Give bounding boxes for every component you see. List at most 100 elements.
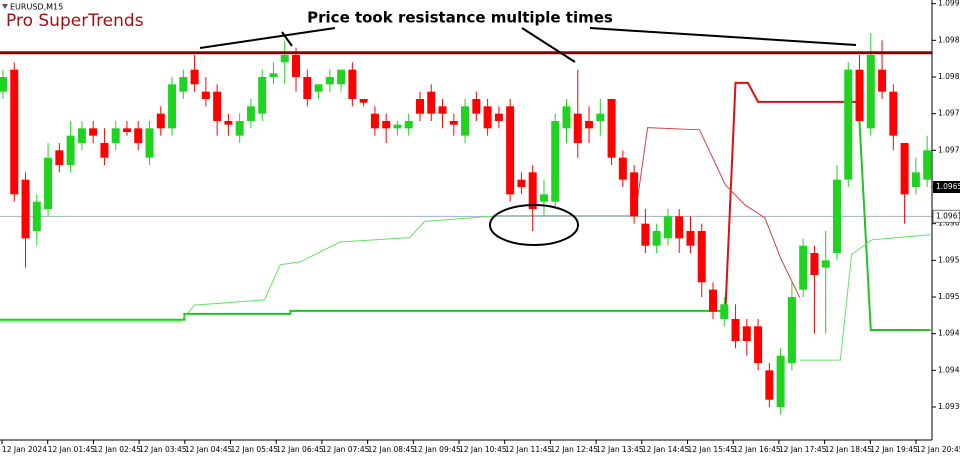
x-tick-label: 12 Jan 15:45 (688, 445, 736, 454)
symbol-icon (2, 4, 8, 9)
x-tick-label: 12 Jan 08:45 (368, 445, 416, 454)
current-price-box (933, 181, 960, 193)
candle-body (415, 99, 424, 114)
candle-body (539, 194, 548, 202)
symbol-header: EURUSD,M15 (10, 3, 63, 12)
x-tick-label: 12 Jan 05:45 (231, 445, 279, 454)
x-tick-label: 12 Jan 19:45 (870, 445, 918, 454)
candle-body (618, 157, 627, 180)
x-tick-label: 12 Jan 16:45 (733, 445, 781, 454)
candle-body (404, 121, 413, 129)
y-tick-label: 1.0960 (938, 219, 960, 228)
x-tick-label: 12 Jan 20:45 (916, 445, 960, 454)
candle-body (900, 143, 909, 195)
candle-body (675, 216, 684, 239)
supertrend-line (799, 234, 931, 361)
candle-body (359, 99, 368, 103)
candle-body (235, 121, 244, 136)
candle-body (844, 69, 853, 180)
candle-body (709, 289, 718, 312)
candle-body (89, 128, 98, 136)
candle-body (911, 172, 920, 187)
candle-body (720, 304, 729, 319)
candle-body (258, 77, 267, 114)
candle-body (325, 77, 334, 85)
candle-body (269, 73, 278, 77)
plot-area (0, 33, 932, 415)
candle-body (168, 84, 177, 129)
supertrend-line (0, 309, 726, 321)
candle-body (292, 55, 301, 77)
candle-body (866, 55, 875, 129)
candle-body (776, 355, 785, 407)
candle-body (370, 113, 379, 129)
candle-body (55, 150, 64, 165)
candle-body (528, 172, 537, 209)
x-tick-label: 12 Jan 12:45 (550, 445, 598, 454)
candle-body (393, 124, 402, 129)
candle-body (787, 297, 796, 363)
candle-body (156, 113, 165, 129)
candle-body (280, 55, 289, 63)
candle-body (810, 253, 819, 275)
candle-body (923, 150, 932, 180)
candle-body (663, 216, 672, 239)
candle-body (461, 106, 470, 136)
candle-body (573, 113, 582, 143)
candle-body (427, 91, 436, 114)
candle-body (145, 128, 154, 158)
candle-body (224, 121, 233, 125)
x-tick-label: 12 Jan 14:45 (642, 445, 690, 454)
candle-body (44, 157, 53, 209)
candle-body (201, 91, 210, 99)
supertrend-line (857, 101, 931, 331)
level-price-label: 1.0961 (936, 211, 960, 220)
candle-body (438, 106, 447, 114)
candle-body (449, 121, 458, 125)
candle-body (10, 69, 19, 195)
annotation: Price took resistance multiple times (307, 9, 613, 27)
x-tick-label: 12 Jan 04:45 (185, 445, 233, 454)
candle-body (472, 99, 481, 114)
candle-body (483, 106, 492, 129)
candle-body (348, 69, 357, 99)
candle-body (134, 128, 143, 143)
current-price-label: 1.0965 (936, 182, 960, 191)
y-tick-label: 1.0975 (938, 109, 960, 118)
y-tick-label: 1.0955 (938, 255, 960, 264)
x-tick-label: 12 Jan 06:45 (276, 445, 324, 454)
y-tick-label: 1.0945 (938, 329, 960, 338)
candle-body (596, 113, 605, 121)
x-tick-label: 12 Jan 09:45 (413, 445, 461, 454)
candle-body (878, 69, 887, 92)
x-tick-label: 12 Jan 13:45 (596, 445, 644, 454)
candle-body (697, 231, 706, 283)
candle-body (821, 260, 830, 268)
candle-body (337, 69, 346, 85)
candle-body (652, 231, 661, 246)
candle-body (754, 326, 763, 363)
arrow (589, 27, 857, 46)
chart-title: Pro SuperTrends (6, 11, 144, 31)
x-tick-label: 12 Jan 2024 (2, 445, 47, 454)
x-tick-label: 12 Jan 18:45 (825, 445, 873, 454)
annotation-arrows (199, 27, 857, 246)
candle-body (562, 106, 571, 129)
candle-body (607, 99, 616, 158)
x-tick-label: 12 Jan 11:45 (505, 445, 553, 454)
candle-body (742, 326, 751, 341)
supertrend-line (634, 127, 801, 298)
x-tick-label: 12 Jan 03:45 (139, 445, 187, 454)
candle-body (551, 121, 560, 202)
candle-body (66, 135, 75, 165)
candle-body (77, 128, 86, 143)
arrow (199, 27, 336, 49)
candle-body (832, 179, 841, 253)
candle-body (630, 172, 639, 217)
candle-body (122, 128, 131, 132)
x-tick-label: 12 Jan 17:45 (779, 445, 827, 454)
candle-body (111, 128, 120, 143)
y-tick-label: 1.0940 (938, 365, 960, 374)
